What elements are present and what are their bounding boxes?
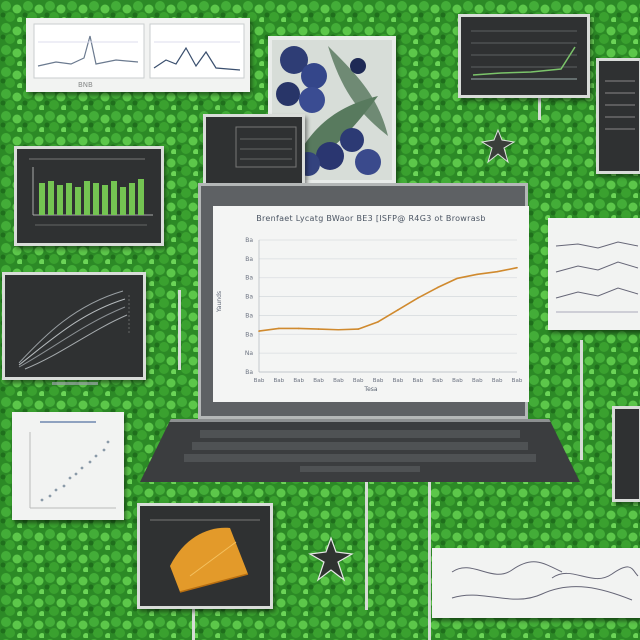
top-right-line-chart bbox=[471, 30, 577, 80]
bar-chart-dark-card bbox=[14, 146, 164, 246]
data-point bbox=[456, 277, 459, 280]
x-tick-label: Bab bbox=[393, 378, 404, 384]
laptop: Brenfaet Lycatg BWaor BE3 [ISFP@ R4G3 ot… bbox=[140, 183, 580, 483]
y-tick-label: Na bbox=[245, 350, 253, 357]
support-post bbox=[538, 95, 541, 120]
data-point bbox=[337, 328, 340, 331]
chart-y-label: Yaunds bbox=[216, 290, 224, 313]
y-tick-label: Ba bbox=[245, 294, 253, 301]
x-tick-label: Bab bbox=[333, 378, 344, 384]
gecko-icon bbox=[478, 126, 518, 166]
data-point bbox=[297, 327, 300, 330]
x-tick-label: Bab bbox=[512, 378, 523, 384]
orange-wedge-chart-card bbox=[137, 503, 273, 609]
data-point bbox=[436, 286, 439, 289]
support-post bbox=[178, 290, 181, 370]
y-tick-label: Ba bbox=[245, 312, 253, 319]
blueberry-photo bbox=[268, 36, 396, 184]
small-dark-chart-card bbox=[203, 114, 305, 186]
laptop-screen: Brenfaet Lycatg BWaor BE3 [ISFP@ R4G3 ot… bbox=[198, 183, 529, 419]
twin-line-charts bbox=[33, 23, 245, 79]
top-left-card-label: BNB bbox=[78, 81, 93, 89]
data-point bbox=[397, 309, 399, 311]
x-tick-label: Bab bbox=[313, 378, 324, 384]
data-point bbox=[258, 330, 260, 332]
top-right-dark-chart-card bbox=[458, 14, 590, 98]
data-point bbox=[357, 328, 360, 330]
y-tick-label: Ba bbox=[245, 369, 253, 376]
y-tick-label: Ba bbox=[245, 331, 253, 338]
data-point bbox=[278, 327, 280, 330]
right-white-chart-card bbox=[548, 218, 640, 330]
keyboard-keys bbox=[184, 430, 536, 472]
laptop-keyboard bbox=[140, 419, 580, 482]
y-tick-label: Ba bbox=[245, 237, 253, 244]
data-point bbox=[416, 297, 419, 299]
x-tick-label: Bab bbox=[373, 378, 384, 384]
x-tick-label: Bab bbox=[412, 378, 423, 384]
data-point bbox=[377, 321, 379, 323]
gecko-icon bbox=[306, 534, 356, 584]
y-tick-label: Ba bbox=[245, 256, 253, 263]
orange-wedge bbox=[150, 519, 260, 593]
y-tick-label: Ba bbox=[245, 275, 253, 282]
x-tick-label: Bab bbox=[293, 378, 304, 384]
bottom-right-white-card bbox=[432, 548, 640, 618]
bottom-right-dark-card bbox=[612, 406, 640, 502]
chart-x-label: Tesa bbox=[364, 386, 378, 393]
curves-dark-card bbox=[2, 272, 146, 380]
curve-chart bbox=[18, 290, 130, 370]
support-post bbox=[365, 480, 368, 610]
caption-bar bbox=[52, 382, 98, 385]
chart-title: Brenfaet Lycatg BWaor BE3 [ISFP@ R4G3 ot… bbox=[256, 214, 486, 223]
data-point bbox=[516, 266, 518, 269]
x-tick-label: Bab bbox=[472, 378, 483, 384]
support-post bbox=[580, 340, 583, 460]
bottom-right-waveforms bbox=[451, 561, 639, 601]
x-tick-label: Bab bbox=[452, 378, 463, 384]
support-post bbox=[428, 480, 431, 640]
blueberry-illustration bbox=[272, 40, 392, 180]
scatter-plot bbox=[29, 421, 116, 509]
data-point bbox=[496, 270, 498, 273]
right-edge-text-lines bbox=[605, 80, 635, 130]
top-left-chart-card: BNB bbox=[26, 18, 250, 92]
main-line-chart: Brenfaet Lycatg BWaor BE3 [ISFP@ R4G3 ot… bbox=[213, 206, 529, 402]
small-dark-chart bbox=[235, 126, 297, 168]
right-edge-dark-card bbox=[596, 58, 640, 174]
green-bar-chart bbox=[29, 158, 153, 226]
x-tick-label: Bab bbox=[254, 378, 265, 384]
data-point bbox=[317, 328, 320, 330]
x-tick-label: Bab bbox=[353, 378, 364, 384]
data-point bbox=[476, 273, 479, 276]
x-tick-label: Bab bbox=[274, 378, 285, 384]
scatter-plot-card bbox=[12, 412, 124, 520]
series-line bbox=[258, 266, 518, 332]
x-tick-label: Bab bbox=[432, 378, 443, 384]
x-tick-label: Bab bbox=[492, 378, 503, 384]
right-white-line-charts bbox=[555, 241, 639, 313]
